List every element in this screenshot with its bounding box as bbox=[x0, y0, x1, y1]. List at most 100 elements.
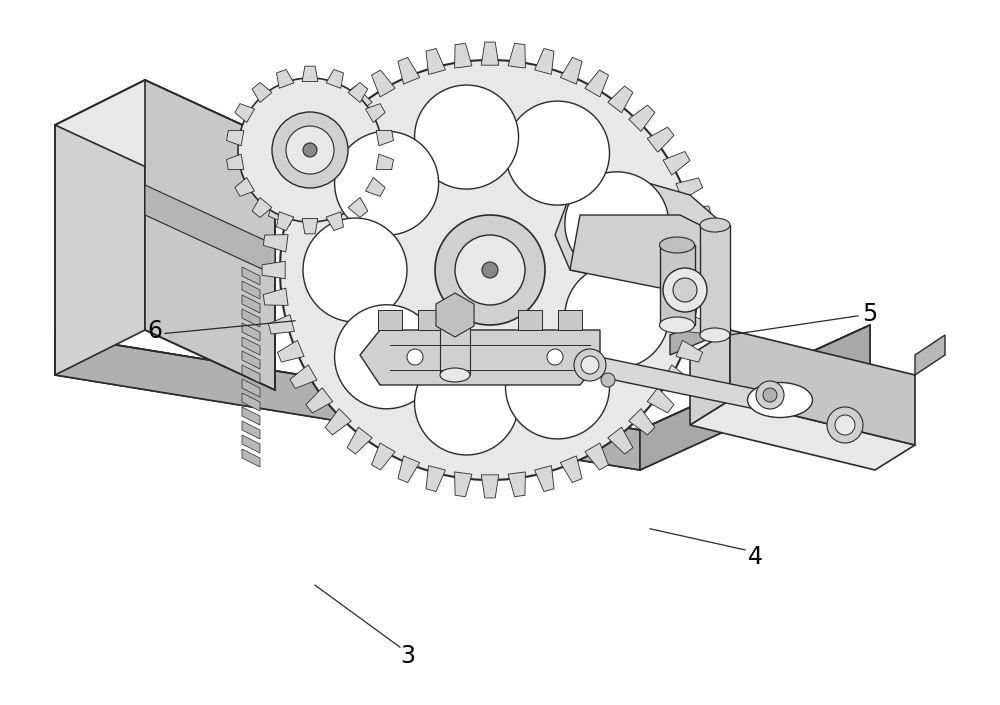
Polygon shape bbox=[647, 127, 674, 152]
Polygon shape bbox=[252, 197, 272, 218]
Polygon shape bbox=[558, 310, 582, 330]
Polygon shape bbox=[426, 49, 445, 75]
Polygon shape bbox=[629, 105, 655, 131]
Ellipse shape bbox=[748, 383, 812, 417]
Polygon shape bbox=[676, 178, 703, 200]
Polygon shape bbox=[326, 70, 343, 88]
Polygon shape bbox=[277, 70, 294, 88]
Circle shape bbox=[663, 268, 707, 312]
Text: 4: 4 bbox=[748, 545, 763, 569]
Circle shape bbox=[415, 351, 519, 455]
Polygon shape bbox=[418, 310, 442, 330]
Circle shape bbox=[280, 60, 700, 480]
Circle shape bbox=[505, 335, 610, 439]
Polygon shape bbox=[242, 281, 260, 299]
Circle shape bbox=[673, 278, 697, 302]
Polygon shape bbox=[690, 330, 730, 425]
Polygon shape bbox=[242, 379, 260, 397]
Polygon shape bbox=[686, 206, 712, 226]
Polygon shape bbox=[365, 178, 385, 197]
Circle shape bbox=[565, 172, 669, 276]
Ellipse shape bbox=[440, 298, 470, 312]
Text: 6: 6 bbox=[148, 319, 162, 343]
Circle shape bbox=[756, 381, 784, 409]
Ellipse shape bbox=[700, 218, 730, 232]
Circle shape bbox=[238, 78, 382, 222]
Circle shape bbox=[286, 126, 334, 174]
Circle shape bbox=[335, 131, 439, 235]
Polygon shape bbox=[518, 310, 542, 330]
Polygon shape bbox=[692, 235, 717, 252]
Polygon shape bbox=[590, 355, 760, 410]
Polygon shape bbox=[676, 341, 703, 362]
Polygon shape bbox=[290, 152, 317, 175]
Polygon shape bbox=[262, 262, 285, 278]
Polygon shape bbox=[242, 351, 260, 369]
Polygon shape bbox=[360, 330, 600, 385]
Polygon shape bbox=[535, 465, 554, 491]
Polygon shape bbox=[348, 82, 368, 102]
Polygon shape bbox=[277, 341, 304, 362]
Polygon shape bbox=[306, 388, 333, 413]
Polygon shape bbox=[235, 178, 255, 197]
Polygon shape bbox=[426, 465, 445, 491]
Polygon shape bbox=[481, 474, 499, 498]
Polygon shape bbox=[268, 314, 294, 334]
Polygon shape bbox=[560, 57, 582, 84]
Circle shape bbox=[763, 388, 777, 402]
Circle shape bbox=[547, 349, 563, 365]
Polygon shape bbox=[372, 70, 395, 97]
Polygon shape bbox=[302, 219, 318, 234]
Polygon shape bbox=[55, 80, 275, 185]
Polygon shape bbox=[290, 365, 317, 388]
Polygon shape bbox=[376, 130, 393, 146]
Polygon shape bbox=[242, 407, 260, 425]
Text: 5: 5 bbox=[862, 302, 878, 326]
Ellipse shape bbox=[660, 317, 694, 333]
Polygon shape bbox=[325, 105, 351, 131]
Circle shape bbox=[415, 85, 519, 189]
Circle shape bbox=[335, 305, 439, 409]
Polygon shape bbox=[242, 393, 260, 411]
Polygon shape bbox=[481, 42, 499, 65]
Polygon shape bbox=[365, 104, 385, 123]
Polygon shape bbox=[227, 130, 244, 146]
Polygon shape bbox=[915, 335, 945, 375]
Polygon shape bbox=[398, 57, 420, 84]
Ellipse shape bbox=[440, 368, 470, 382]
Polygon shape bbox=[608, 427, 633, 454]
Polygon shape bbox=[268, 206, 294, 226]
Polygon shape bbox=[242, 365, 260, 383]
Polygon shape bbox=[585, 70, 608, 97]
Circle shape bbox=[407, 349, 423, 365]
Circle shape bbox=[272, 112, 348, 188]
Polygon shape bbox=[252, 82, 272, 102]
Polygon shape bbox=[508, 472, 525, 496]
Circle shape bbox=[581, 356, 599, 374]
Circle shape bbox=[482, 262, 498, 278]
Polygon shape bbox=[326, 212, 343, 231]
Circle shape bbox=[601, 373, 615, 387]
Polygon shape bbox=[455, 472, 472, 496]
Ellipse shape bbox=[700, 328, 730, 342]
Polygon shape bbox=[263, 235, 288, 252]
Polygon shape bbox=[629, 409, 655, 435]
Polygon shape bbox=[347, 86, 372, 113]
Polygon shape bbox=[145, 185, 275, 275]
Polygon shape bbox=[55, 80, 145, 375]
Polygon shape bbox=[663, 365, 690, 388]
Polygon shape bbox=[242, 337, 260, 355]
Circle shape bbox=[835, 415, 855, 435]
Polygon shape bbox=[372, 443, 395, 470]
Polygon shape bbox=[145, 80, 275, 390]
Polygon shape bbox=[242, 309, 260, 327]
Polygon shape bbox=[242, 449, 260, 467]
Polygon shape bbox=[730, 330, 915, 445]
Polygon shape bbox=[302, 66, 318, 82]
Polygon shape bbox=[663, 152, 690, 175]
Circle shape bbox=[303, 218, 407, 322]
Polygon shape bbox=[686, 314, 712, 334]
Polygon shape bbox=[690, 400, 915, 470]
Polygon shape bbox=[55, 325, 870, 470]
Polygon shape bbox=[535, 49, 554, 75]
